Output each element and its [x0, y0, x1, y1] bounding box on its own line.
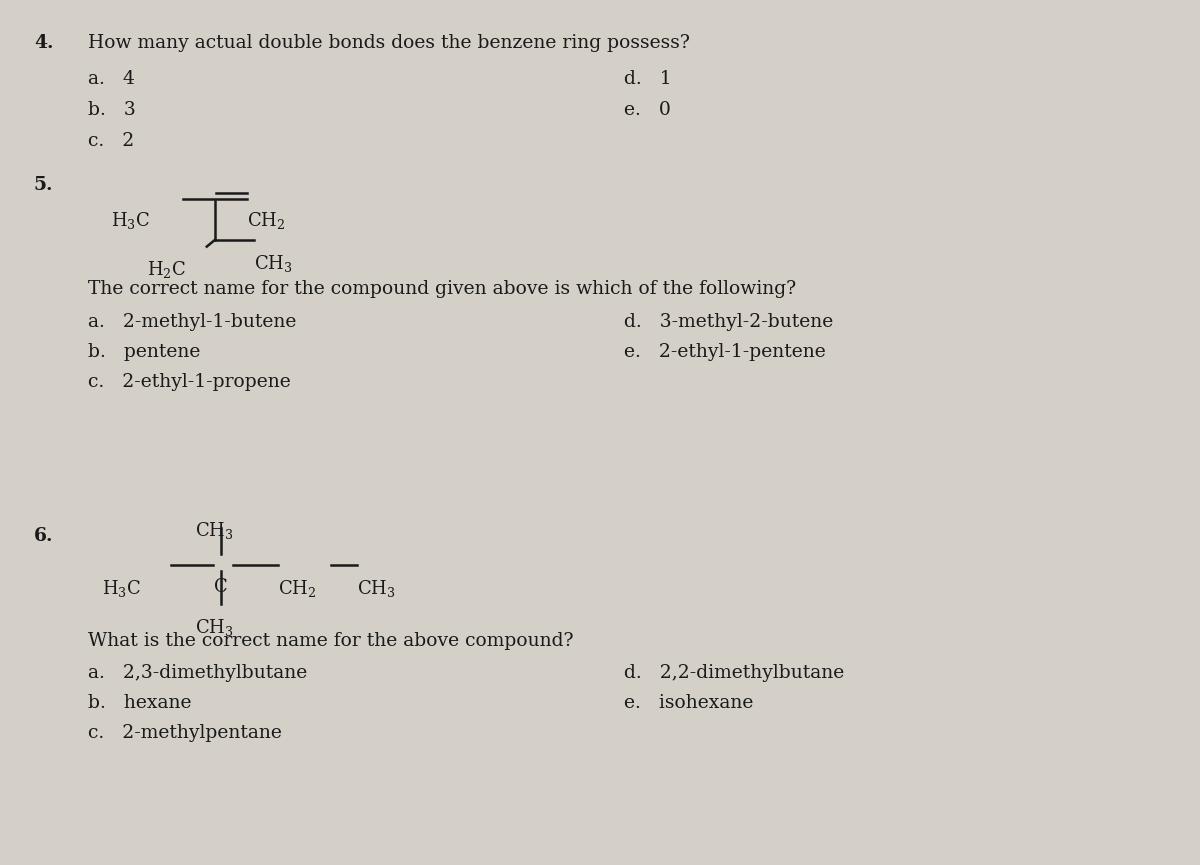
Text: a.   4: a. 4	[88, 70, 134, 88]
Text: How many actual double bonds does the benzene ring possess?: How many actual double bonds does the be…	[88, 34, 690, 52]
Text: e.   isohexane: e. isohexane	[624, 694, 754, 712]
Text: b.   pentene: b. pentene	[88, 343, 200, 361]
Text: $\mathregular{CH_3}$: $\mathregular{CH_3}$	[356, 578, 396, 599]
Text: b.   hexane: b. hexane	[88, 694, 191, 712]
Text: The correct name for the compound given above is which of the following?: The correct name for the compound given …	[88, 280, 796, 298]
Text: e.   2-ethyl-1-pentene: e. 2-ethyl-1-pentene	[624, 343, 826, 361]
Text: 6.: 6.	[34, 527, 54, 545]
Text: What is the correct name for the above compound?: What is the correct name for the above c…	[88, 632, 574, 650]
Text: 5.: 5.	[34, 176, 54, 194]
Text: $\mathregular{C}$: $\mathregular{C}$	[212, 578, 227, 596]
Text: $\mathregular{CH_2}$: $\mathregular{CH_2}$	[278, 578, 317, 599]
Text: $\mathregular{H_2C}$: $\mathregular{H_2C}$	[148, 260, 186, 280]
Text: d.   1: d. 1	[624, 70, 672, 88]
Text: b.   3: b. 3	[88, 101, 136, 119]
Text: $\mathregular{CH_3}$: $\mathregular{CH_3}$	[194, 520, 234, 541]
Text: 4.: 4.	[34, 34, 54, 52]
Text: $\mathregular{CH_2}$: $\mathregular{CH_2}$	[247, 210, 286, 231]
Text: d.   2,2-dimethylbutane: d. 2,2-dimethylbutane	[624, 663, 844, 682]
Text: a.   2-methyl-1-butene: a. 2-methyl-1-butene	[88, 312, 296, 330]
Text: c.   2-methylpentane: c. 2-methylpentane	[88, 724, 282, 742]
Text: $\mathregular{CH_3}$: $\mathregular{CH_3}$	[254, 253, 293, 273]
Text: $\mathregular{H_3C}$: $\mathregular{H_3C}$	[112, 210, 150, 231]
Text: d.   3-methyl-2-butene: d. 3-methyl-2-butene	[624, 312, 833, 330]
Text: $\mathregular{H_3C}$: $\mathregular{H_3C}$	[102, 578, 140, 599]
Text: e.   0: e. 0	[624, 101, 671, 119]
Text: a.   2,3-dimethylbutane: a. 2,3-dimethylbutane	[88, 663, 307, 682]
Text: $\mathregular{CH_3}$: $\mathregular{CH_3}$	[194, 617, 234, 638]
Text: c.   2: c. 2	[88, 131, 134, 150]
Text: c.   2-ethyl-1-propene: c. 2-ethyl-1-propene	[88, 373, 290, 390]
